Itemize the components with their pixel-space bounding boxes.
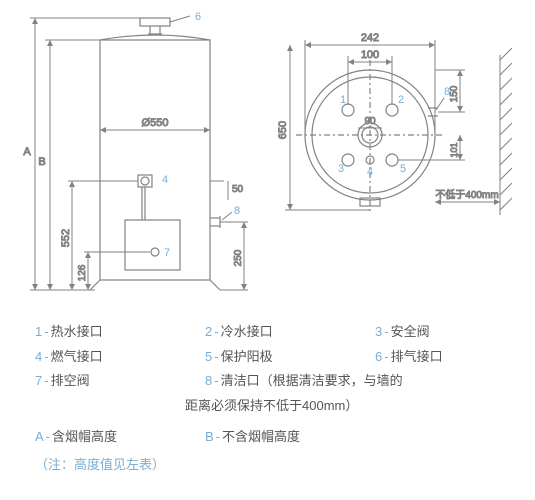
svg-text:不低于400mm: 不低于400mm <box>435 188 498 201</box>
legend-num-6: 6 <box>375 345 382 370</box>
side-dims: A B 552 126 Ø550 50 250 <box>23 18 248 290</box>
legend: 1-热水接口 2-冷水接口 3-安全阀 4-燃气接口 5-保护阳极 6-排气接口… <box>35 320 515 478</box>
svg-text:101: 101 <box>449 142 459 157</box>
legend-num-4: 4 <box>35 345 42 370</box>
legend-txt-8b: 距离必须保持不低于400mm） <box>185 394 358 419</box>
svg-text:90: 90 <box>364 116 376 127</box>
svg-text:7: 7 <box>164 247 170 259</box>
legend-txt-B: 不含烟帽高度 <box>222 425 300 450</box>
svg-text:100: 100 <box>361 49 379 61</box>
legend-num-2: 2 <box>205 320 212 345</box>
side-view <box>90 18 220 290</box>
svg-text:242: 242 <box>361 32 379 44</box>
legend-num-8: 8 <box>205 369 212 394</box>
top-dims: 242 100 90 650 150 101 不低于400mm <box>277 32 500 210</box>
legend-num-7: 7 <box>35 369 42 394</box>
top-callouts: 1 2 3 4 5 8 <box>338 86 450 178</box>
svg-text:250: 250 <box>233 249 244 266</box>
svg-text:8: 8 <box>234 205 240 217</box>
svg-text:B: B <box>38 156 45 168</box>
legend-num-B: B <box>205 425 214 450</box>
drawing-svg: A B 552 126 Ø550 50 250 6 4 7 8 <box>0 0 535 310</box>
svg-text:552: 552 <box>60 229 72 247</box>
svg-text:1: 1 <box>340 94 346 106</box>
svg-text:2: 2 <box>398 94 404 106</box>
svg-text:5: 5 <box>400 163 406 175</box>
svg-text:3: 3 <box>338 163 344 175</box>
legend-num-3: 3 <box>375 320 382 345</box>
legend-txt-4: 燃气接口 <box>51 345 103 370</box>
legend-txt-6: 排气接口 <box>391 345 443 370</box>
technical-drawing: A B 552 126 Ø550 50 250 6 4 7 8 <box>0 0 535 310</box>
legend-txt-1: 热水接口 <box>51 320 103 345</box>
svg-text:650: 650 <box>277 121 289 139</box>
svg-text:150: 150 <box>449 85 460 102</box>
top-view <box>296 60 444 212</box>
legend-num-5: 5 <box>205 345 212 370</box>
legend-note: （注：高度值见左表） <box>35 453 515 478</box>
svg-text:4: 4 <box>367 166 373 178</box>
legend-txt-A: 含烟帽高度 <box>52 425 117 450</box>
legend-txt-7: 排空阀 <box>51 369 90 394</box>
legend-txt-8: 清洁口（根据清洁要求，与墙的 <box>221 369 403 394</box>
svg-text:6: 6 <box>195 11 201 23</box>
svg-text:A: A <box>23 146 31 158</box>
legend-num-1: 1 <box>35 320 42 345</box>
legend-num-A: A <box>35 425 44 450</box>
svg-text:50: 50 <box>232 184 244 195</box>
legend-txt-5: 保护阳极 <box>221 345 273 370</box>
legend-txt-3: 安全阀 <box>391 320 430 345</box>
svg-text:126: 126 <box>77 264 88 281</box>
svg-text:8: 8 <box>444 86 450 98</box>
wall-hatch <box>500 48 512 215</box>
legend-txt-2: 冷水接口 <box>221 320 273 345</box>
svg-text:Ø550: Ø550 <box>142 117 169 129</box>
svg-text:4: 4 <box>162 174 168 186</box>
